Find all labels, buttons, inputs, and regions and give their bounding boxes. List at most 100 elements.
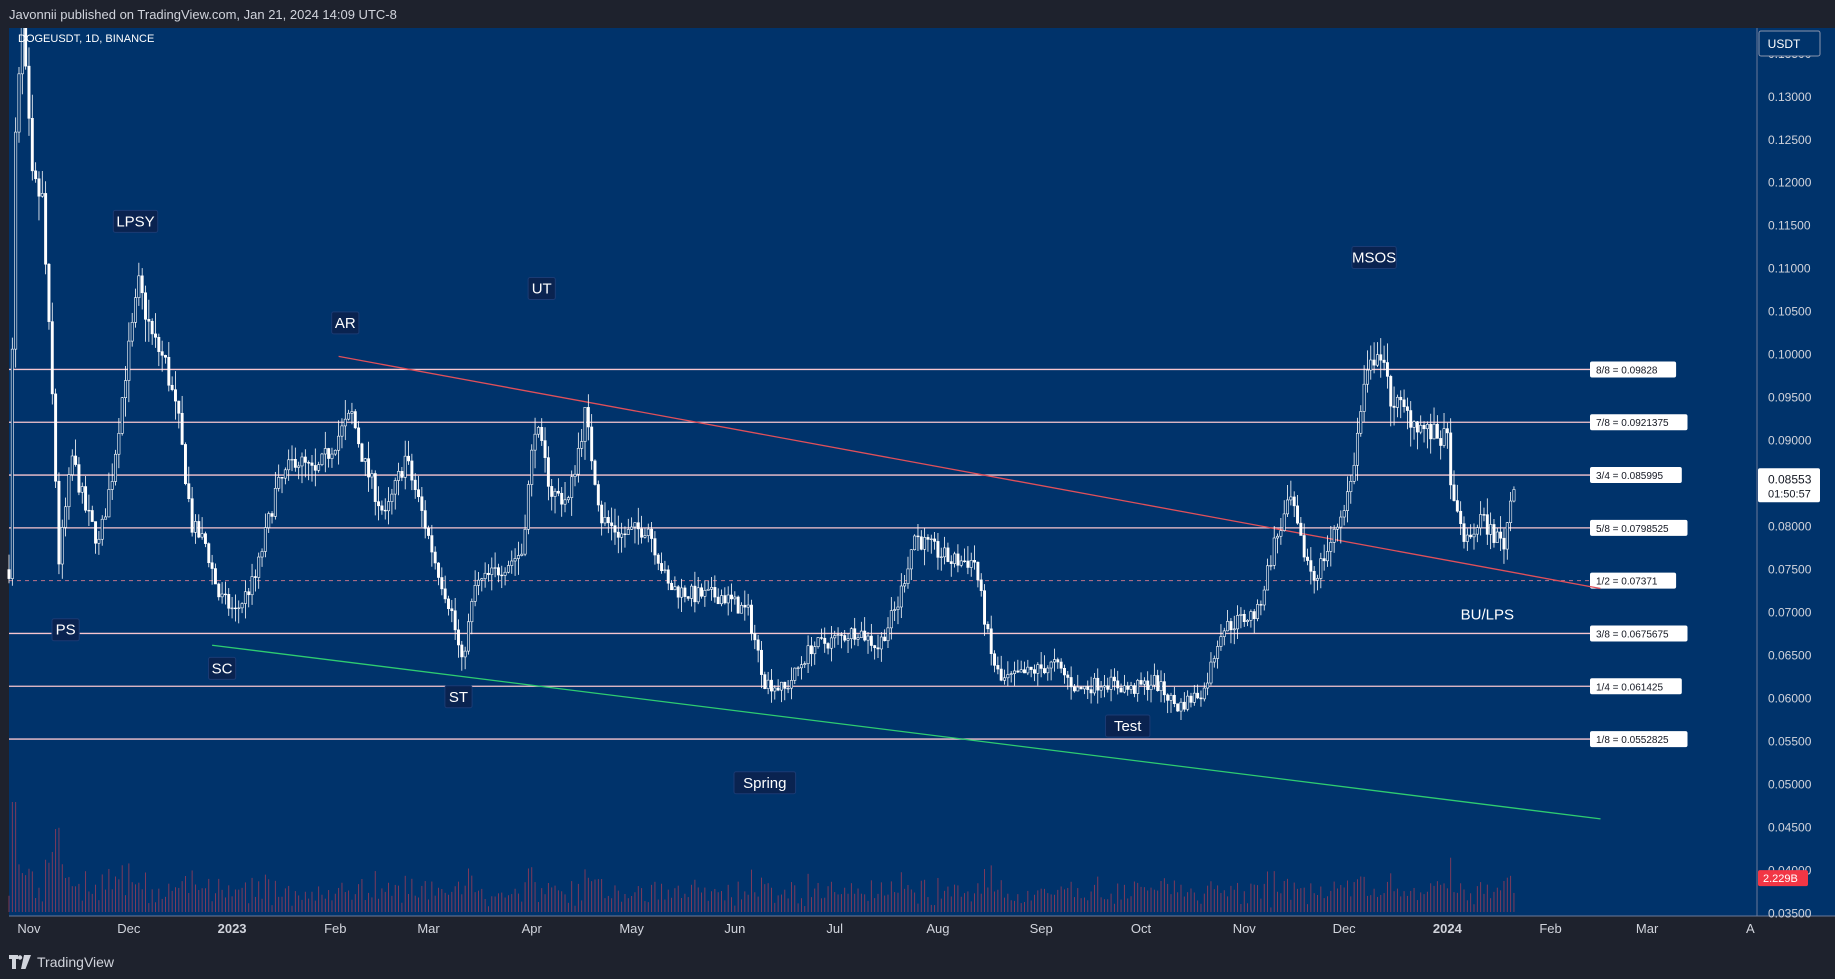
candle-body xyxy=(613,525,617,533)
level-label: 8/8 = 0.09828 xyxy=(1596,365,1658,376)
candle xyxy=(1339,510,1343,544)
candle xyxy=(1369,345,1373,380)
candle xyxy=(590,414,594,470)
candle-body xyxy=(939,556,943,558)
candle-body xyxy=(1033,669,1036,674)
candle-body xyxy=(1402,399,1406,408)
price-chart[interactable]: 8/8 = 0.09828 7/8 = 0.0921375 3/4 = 0.0859… xyxy=(0,28,1835,945)
candle-body xyxy=(1152,675,1156,686)
candle-body xyxy=(337,435,341,451)
candle-body xyxy=(1062,667,1066,676)
candle-body xyxy=(1445,428,1449,434)
candle-body xyxy=(27,65,31,119)
candle-body xyxy=(1489,524,1493,535)
x-tick-label: Apr xyxy=(522,921,543,936)
candle xyxy=(87,494,91,527)
candle xyxy=(760,641,763,689)
candle-body xyxy=(993,653,997,666)
candle xyxy=(943,536,947,565)
candle-body xyxy=(257,556,261,578)
candle-body xyxy=(753,633,757,641)
candle-body xyxy=(1049,661,1053,669)
candle xyxy=(783,681,787,701)
price-axis[interactable]: 0.135000.130000.125000.120000.115000.110… xyxy=(1758,47,1820,921)
candle-body xyxy=(919,536,923,550)
candle-body xyxy=(130,322,134,342)
candle-body xyxy=(363,458,367,462)
candle-body xyxy=(350,411,354,414)
y-tick-label: 0.09000 xyxy=(1768,434,1812,448)
candle-body xyxy=(1219,636,1223,647)
candle xyxy=(839,632,843,649)
candle xyxy=(174,371,177,420)
plot-background xyxy=(9,28,1757,916)
candle-body xyxy=(933,538,937,542)
candle xyxy=(660,552,664,574)
candle-body xyxy=(333,449,337,455)
candle xyxy=(67,467,71,520)
candle xyxy=(723,587,727,605)
candle xyxy=(876,634,880,658)
currency-button-bg[interactable] xyxy=(1758,30,1821,57)
candle-body xyxy=(1495,531,1499,543)
candle xyxy=(1109,669,1113,702)
candle xyxy=(433,546,437,570)
candle xyxy=(700,583,704,599)
candle xyxy=(849,627,853,649)
candle-body xyxy=(437,562,440,578)
candle xyxy=(1013,661,1016,686)
candle-body xyxy=(390,493,394,502)
candle-body xyxy=(1246,620,1250,623)
candle-body xyxy=(367,458,371,478)
x-tick-label: May xyxy=(619,921,644,936)
candle xyxy=(1469,524,1473,539)
candle-body xyxy=(1259,604,1263,606)
currency-button[interactable]: USDT xyxy=(1768,37,1801,51)
y-tick-label: 0.03500 xyxy=(1768,906,1812,920)
candle xyxy=(180,395,184,446)
candle xyxy=(217,582,221,601)
candle-body xyxy=(277,477,281,489)
candle-body xyxy=(1439,438,1443,446)
candle-body xyxy=(700,587,704,597)
candle xyxy=(753,624,757,650)
candle xyxy=(630,517,634,530)
candle-body xyxy=(127,340,131,381)
candle-body xyxy=(556,490,560,494)
candle xyxy=(407,440,411,465)
candle-body xyxy=(417,489,420,498)
candle-body xyxy=(1392,405,1396,408)
candle xyxy=(846,633,850,653)
candle xyxy=(886,617,890,649)
candle-body xyxy=(1362,383,1366,412)
candle-body xyxy=(590,426,594,462)
candle xyxy=(1236,605,1240,640)
candle-body xyxy=(1116,680,1120,689)
candle-body xyxy=(1086,686,1090,690)
candle xyxy=(247,587,251,608)
candle-body xyxy=(1355,432,1359,466)
candle xyxy=(140,268,144,310)
candle xyxy=(367,441,371,492)
candle xyxy=(440,567,444,596)
candle-body xyxy=(200,533,204,538)
candle xyxy=(730,583,733,612)
candle-body xyxy=(74,455,78,465)
candle xyxy=(1106,677,1110,693)
candle-body xyxy=(1482,514,1486,516)
tradingview-brand[interactable]: TradingView xyxy=(9,954,114,970)
candle-body xyxy=(380,505,384,511)
candle xyxy=(270,511,274,524)
candle-body xyxy=(177,400,181,414)
candle xyxy=(606,510,610,534)
candle-body xyxy=(470,601,474,623)
candle xyxy=(37,171,41,221)
candle-body xyxy=(953,553,957,564)
candle xyxy=(307,460,311,481)
candle xyxy=(989,615,993,666)
candle xyxy=(243,580,247,619)
time-axis[interactable]: Nov Dec 2023 Feb Mar Apr May Jun Jul Aug Sep Oct Nov… xyxy=(17,921,1755,936)
chart-area[interactable]: 8/8 = 0.09828 7/8 = 0.0921375 3/4 = 0.0859… xyxy=(0,28,1835,945)
candle-body xyxy=(773,687,777,692)
candle xyxy=(809,637,813,667)
